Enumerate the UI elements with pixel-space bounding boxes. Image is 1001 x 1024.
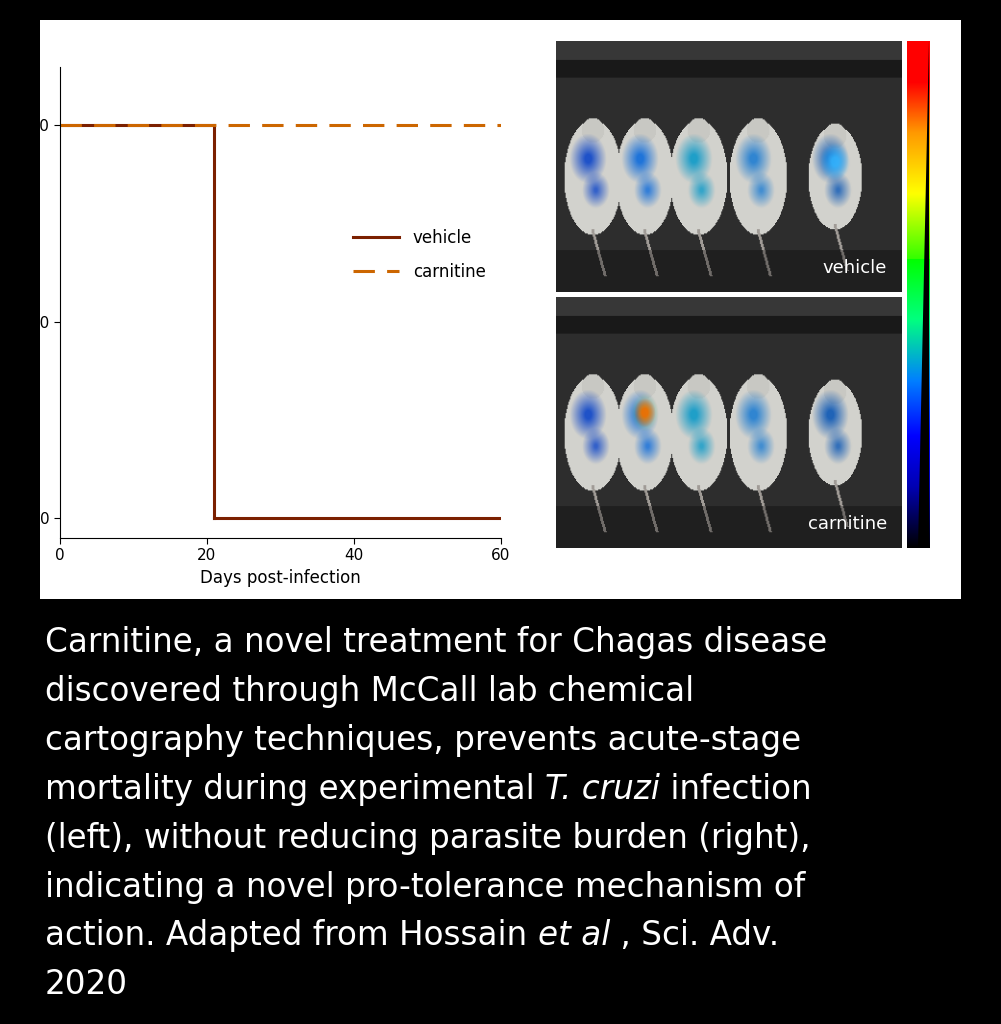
Text: action. Adapted from Hossain: action. Adapted from Hossain	[45, 920, 538, 952]
Text: vehicle: vehicle	[823, 259, 887, 276]
Text: T. cruzi: T. cruzi	[546, 773, 660, 806]
Y-axis label: Percent survival: Percent survival	[0, 236, 15, 369]
Legend: vehicle, carnitine: vehicle, carnitine	[346, 222, 492, 288]
Text: carnitine: carnitine	[808, 515, 887, 532]
Text: infection: infection	[660, 773, 812, 806]
Polygon shape	[918, 41, 929, 548]
Text: mortality during experimental: mortality during experimental	[45, 773, 546, 806]
Text: cartography techniques, prevents acute-stage: cartography techniques, prevents acute-s…	[45, 724, 801, 757]
Text: 2020: 2020	[45, 969, 128, 1001]
Text: discovered through McCall lab chemical: discovered through McCall lab chemical	[45, 675, 694, 708]
Text: Carnitine, a novel treatment for Chagas disease: Carnitine, a novel treatment for Chagas …	[45, 626, 827, 658]
Text: indicating a novel pro-tolerance mechanism of: indicating a novel pro-tolerance mechani…	[45, 870, 805, 903]
Text: (left), without reducing parasite burden (right),: (left), without reducing parasite burden…	[45, 821, 811, 855]
X-axis label: Days post-infection: Days post-infection	[200, 568, 360, 587]
Text: et al: et al	[538, 920, 610, 952]
Text: , Sci. Adv.: , Sci. Adv.	[610, 920, 779, 952]
